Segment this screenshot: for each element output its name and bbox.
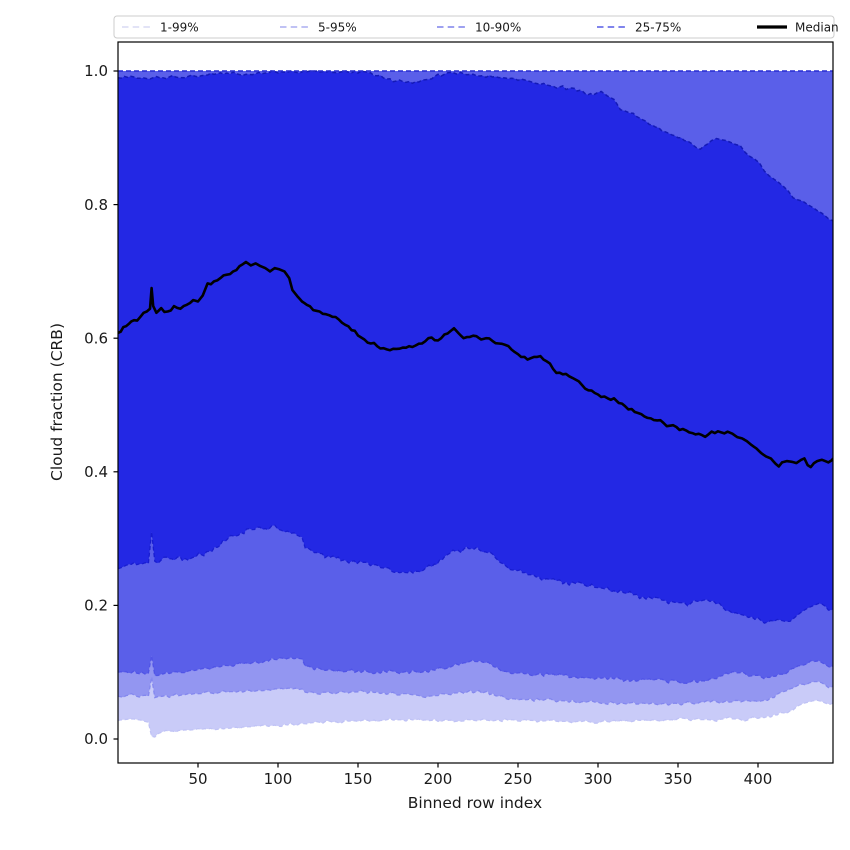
y-tick-label: 0.8 [84,196,108,214]
x-tick-label: 400 [744,770,773,788]
x-tick-label: 100 [264,770,293,788]
band-p25-p75 [118,71,833,624]
band-fills-group [118,71,833,737]
x-tick-label: 50 [188,770,207,788]
legend-label: 5-95% [318,21,357,35]
percentile-line-p1 [118,699,833,738]
legend: 1-99% 5-95% 10-90% 25-75% Median [113,15,839,39]
axes-group: 50 100 150 200 250 300 350 400 0.0 0.2 0.4 0.6 0.8 1.… [84,41,834,788]
percentile-line-p25 [118,524,833,624]
percentile-line-p75 [118,70,833,222]
y-axis-label: Cloud fraction (CRB) [48,323,66,481]
x-tick-label: 150 [344,770,373,788]
x-axis-label: Binned row index [408,794,542,812]
legend-label: 25-75% [635,21,681,35]
legend-label: Median [795,21,839,35]
x-tick-label: 200 [424,770,453,788]
legend-box [113,15,835,39]
percentile-lines-group [118,70,833,738]
y-tick-label: 0.0 [84,730,108,748]
median-line [118,260,833,469]
legend-label: 1-99% [160,21,199,35]
y-tick-label: 0.2 [84,597,108,615]
legend-label: 10-90% [475,21,521,35]
percentile-line-p5 [118,676,833,706]
x-tick-label: 250 [504,770,533,788]
y-tick-label: 0.4 [84,463,108,481]
y-tick-label: 0.6 [84,329,108,347]
x-tick-label: 300 [584,770,613,788]
plot-frame [117,41,834,764]
y-tick-label: 1.0 [84,62,108,80]
x-tick-label: 350 [664,770,693,788]
